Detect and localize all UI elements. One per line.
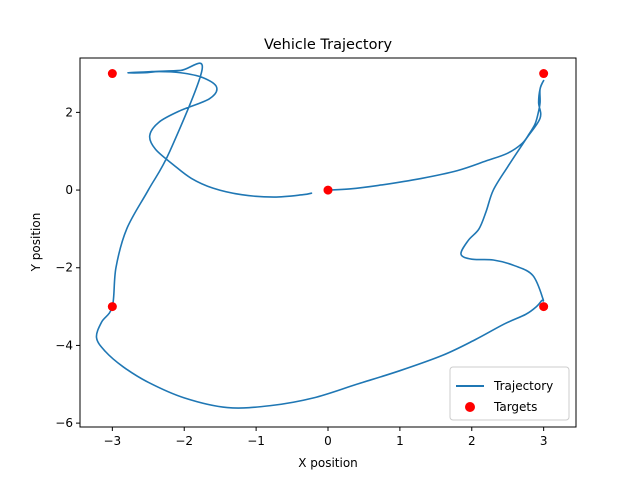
x-tick-label: −3 (103, 434, 121, 448)
y-tick-label: 0 (65, 183, 73, 197)
legend-targets-swatch (465, 402, 475, 412)
target-point (107, 302, 117, 312)
x-tick-label: 2 (468, 434, 476, 448)
y-tick-label: 2 (65, 105, 73, 119)
y-axis-label: Y position (29, 213, 43, 273)
x-tick-label: 3 (540, 434, 548, 448)
chart-marks (95, 62, 549, 409)
target-point (539, 69, 549, 79)
x-tick-label: −1 (247, 434, 265, 448)
y-tick-label: −6 (55, 416, 73, 430)
legend: Trajectory Targets (449, 366, 570, 421)
legend-trajectory-label: Trajectory (493, 379, 553, 393)
x-tick-label: 0 (324, 434, 332, 448)
trajectory-line (95, 62, 545, 409)
legend-box (449, 366, 570, 421)
legend-targets-label: Targets (493, 400, 537, 414)
x-axis-ticks: −3 −2 −1 0 1 2 3 (103, 427, 547, 448)
target-point (323, 185, 333, 195)
x-tick-label: 1 (396, 434, 404, 448)
target-point (539, 302, 549, 312)
y-tick-label: −2 (55, 261, 73, 275)
y-axis-ticks: −6 −4 −2 0 2 (55, 105, 80, 430)
x-tick-label: −2 (175, 434, 193, 448)
chart-title: Vehicle Trajectory (264, 37, 392, 53)
y-tick-label: −4 (55, 338, 73, 352)
x-axis-label: X position (298, 456, 358, 470)
target-point (107, 69, 117, 79)
